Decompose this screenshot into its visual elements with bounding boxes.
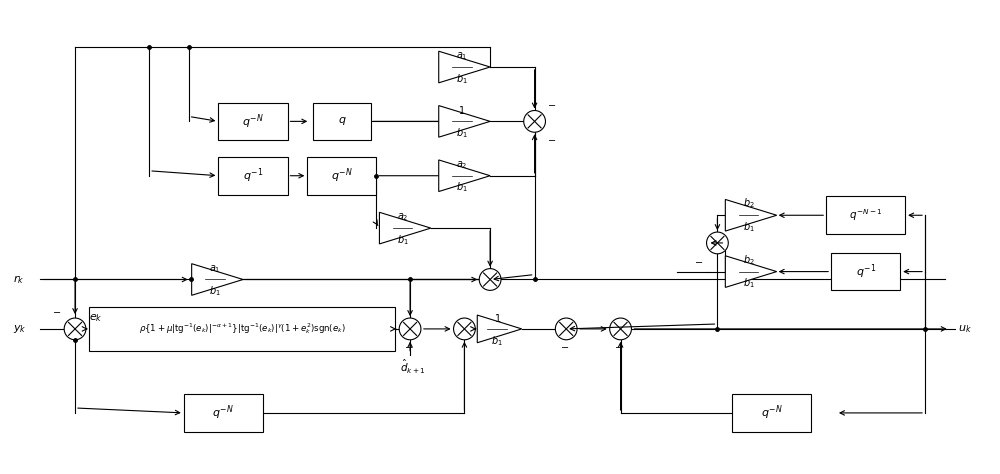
Text: $q^{-N-1}$: $q^{-N-1}$: [849, 207, 882, 223]
Text: $r_k$: $r_k$: [13, 273, 24, 286]
Polygon shape: [477, 315, 522, 343]
Text: $q^{-N}$: $q^{-N}$: [212, 404, 234, 422]
Polygon shape: [192, 264, 243, 295]
Circle shape: [454, 318, 475, 340]
Text: $-$: $-$: [614, 341, 623, 351]
Bar: [218, 102, 288, 140]
Text: $y_k$: $y_k$: [13, 323, 26, 335]
Text: $1$: $1$: [494, 312, 501, 324]
Text: $-$: $-$: [694, 256, 704, 266]
Text: $-$: $-$: [560, 341, 569, 351]
Bar: [218, 157, 288, 194]
Text: $b_2$: $b_2$: [743, 197, 754, 210]
Text: $\rho\{1+\mu|\mathrm{tg}^{-1}(e_k)|^{-\alpha+1}\}|\mathrm{tg}^{-1}(e_k)|^{\gamma: $\rho\{1+\mu|\mathrm{tg}^{-1}(e_k)|^{-\a…: [139, 321, 346, 337]
Bar: [89, 307, 395, 351]
Circle shape: [479, 269, 501, 291]
Bar: [184, 394, 263, 432]
Circle shape: [524, 110, 545, 132]
Polygon shape: [725, 200, 777, 231]
Text: $-$: $-$: [547, 99, 557, 109]
Text: $q$: $q$: [338, 115, 346, 128]
Polygon shape: [379, 212, 431, 244]
Bar: [307, 157, 376, 194]
Text: $-$: $-$: [404, 341, 413, 351]
Circle shape: [555, 318, 577, 340]
Text: $b_1$: $b_1$: [456, 181, 468, 194]
Text: $b_1$: $b_1$: [456, 126, 468, 140]
Text: $q^{-N}$: $q^{-N}$: [761, 404, 783, 422]
Text: $q^{-1}$: $q^{-1}$: [856, 262, 876, 281]
Text: $q^{-N}$: $q^{-N}$: [331, 166, 353, 185]
Circle shape: [707, 232, 728, 254]
Text: $b_1$: $b_1$: [209, 284, 221, 298]
Bar: [732, 394, 811, 432]
Text: $b_1$: $b_1$: [491, 334, 503, 347]
Polygon shape: [439, 51, 490, 83]
Polygon shape: [439, 160, 490, 191]
Text: $b_1$: $b_1$: [743, 276, 754, 291]
Text: $b_1$: $b_1$: [456, 72, 468, 86]
Bar: [831, 253, 900, 291]
Text: $b_2$: $b_2$: [743, 253, 754, 267]
Text: $a_1$: $a_1$: [456, 50, 468, 62]
Text: $-$: $-$: [547, 134, 557, 144]
Circle shape: [399, 318, 421, 340]
Text: $q^{-N}$: $q^{-N}$: [242, 112, 264, 131]
Circle shape: [610, 318, 631, 340]
Text: $u_k$: $u_k$: [958, 323, 971, 335]
Text: $\hat{d}_{k+1}$: $\hat{d}_{k+1}$: [400, 357, 426, 376]
Text: $1$: $1$: [458, 104, 465, 117]
Polygon shape: [725, 256, 777, 287]
Bar: [313, 102, 371, 140]
Polygon shape: [439, 106, 490, 137]
Text: $a_2$: $a_2$: [397, 211, 408, 223]
Circle shape: [64, 318, 86, 340]
Bar: [826, 197, 905, 234]
Text: $e_k$: $e_k$: [89, 312, 102, 324]
Text: $b_1$: $b_1$: [743, 220, 754, 234]
Text: $a_1$: $a_1$: [209, 263, 221, 274]
Text: $-$: $-$: [52, 306, 61, 316]
Text: $a_2$: $a_2$: [456, 159, 468, 171]
Text: $q^{-1}$: $q^{-1}$: [243, 166, 263, 185]
Text: $b_1$: $b_1$: [397, 233, 408, 247]
